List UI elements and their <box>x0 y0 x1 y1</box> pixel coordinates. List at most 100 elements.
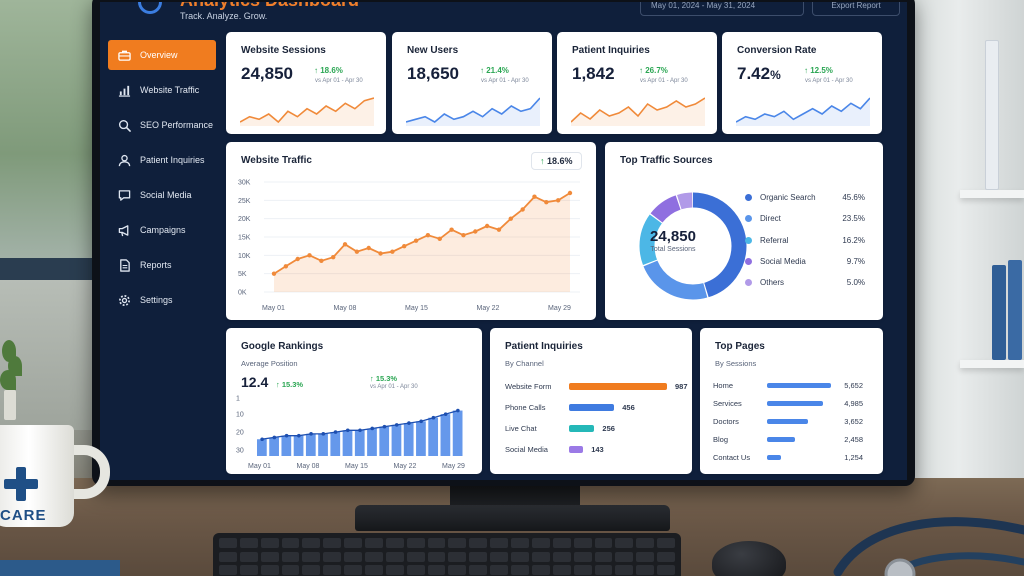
legend-dot <box>745 236 752 244</box>
kpi-title: Website Sessions <box>241 45 326 56</box>
sidebar-item-campaigns[interactable]: Campaigns <box>108 215 216 245</box>
kpi-value: 1,842 <box>572 64 615 83</box>
sidebar-item-label: Social Media <box>140 190 192 200</box>
keyboard-key <box>406 538 425 548</box>
traffic-point <box>473 229 478 234</box>
traffic-point <box>402 243 407 249</box>
monitor: Analytics Dashboard Track. Analyze. Grow… <box>92 0 915 486</box>
kpi-title: Patient Inquiries <box>572 45 650 56</box>
ranking-point <box>407 421 411 425</box>
traffic-point <box>461 232 466 238</box>
kpi-title: Conversion Rate <box>737 45 817 56</box>
google-rankings-card: Google Rankings Average Position 12.4 ↑ … <box>226 328 482 474</box>
keyboard-key <box>594 565 613 576</box>
keyboard-key <box>219 551 237 562</box>
legend-dot <box>745 279 752 287</box>
traffic-point <box>366 245 371 251</box>
date-range-picker[interactable]: May 01, 2024 - May 31, 2024 <box>640 2 804 16</box>
top-page-row[interactable]: Home 5,652 <box>713 380 863 390</box>
keyboard-key <box>260 565 279 576</box>
ranking-bar <box>318 433 328 456</box>
keyboard-key <box>219 538 237 548</box>
ranking-bar <box>416 421 426 456</box>
keyboard-key <box>511 551 529 562</box>
top-page-row[interactable]: Blog 2,458 <box>713 434 863 444</box>
ranking-bar <box>330 432 341 456</box>
chat-bubble-icon <box>118 189 131 201</box>
rankings-bar-chart: 1 10 20 30 May 01 May 08 May 15 May 22 May 29 <box>236 396 465 471</box>
sidebar-item-reports[interactable]: Reports <box>108 250 216 280</box>
chart-title: Website Traffic <box>241 155 312 166</box>
binder <box>992 265 1006 360</box>
y-tick-label: 30K <box>238 180 251 187</box>
x-tick-label: May 15 <box>345 463 368 470</box>
donut-slice <box>639 192 747 300</box>
sidebar-item-label: Overview <box>140 50 178 60</box>
ranking-bar <box>428 417 439 456</box>
sidebar-item-label: Patient Inquiries <box>140 155 205 165</box>
kpi-change: ↑ 12.5% <box>804 66 833 75</box>
kpi-sparkline <box>571 97 705 126</box>
top-page-row[interactable]: Services 4,985 <box>713 398 863 408</box>
ranking-point <box>431 415 436 420</box>
sidebar-item-overview[interactable]: Overview <box>108 40 216 70</box>
keyboard-key <box>511 565 529 576</box>
keyboard-key <box>281 565 300 576</box>
ranking-bar <box>342 430 353 456</box>
keyboard-key <box>281 551 300 562</box>
traffic-point <box>567 190 573 196</box>
legend-item: Social Media 9.7% <box>745 251 865 272</box>
traffic-point <box>390 249 395 254</box>
keyboard-key <box>657 538 675 548</box>
keyboard-key <box>636 565 655 576</box>
kpi-card-conversion-rate[interactable]: Conversion Rate 7.42% ↑ 12.5% vs Apr 01 … <box>722 32 882 134</box>
sidebar-item-seo-performance[interactable]: SEO Performance <box>108 110 216 140</box>
keyboard-key <box>657 565 675 576</box>
keyboard-key <box>531 565 550 576</box>
kpi-value: 24,850 <box>241 64 293 83</box>
channel-bar <box>569 403 615 411</box>
traffic-point <box>319 258 324 264</box>
ranking-point <box>284 433 289 438</box>
sidebar-item-settings[interactable]: Settings <box>108 285 216 315</box>
binder <box>1008 260 1022 360</box>
traffic-point <box>520 207 525 212</box>
sparkline-line <box>736 97 870 123</box>
keyboard-key <box>657 551 675 562</box>
ranking-bar <box>305 433 316 456</box>
keyboard-key <box>427 538 446 548</box>
kpi-card-patient-inquiries[interactable]: Patient Inquiries 1,842 ↑ 26.7% vs Apr 0… <box>557 32 717 134</box>
export-report-button[interactable]: Export Report <box>812 2 900 16</box>
channel-row: Social Media 143 <box>505 444 604 454</box>
mug-handle <box>66 445 110 499</box>
ranking-bar <box>452 410 463 456</box>
shelf-board <box>960 190 1024 198</box>
plant <box>0 330 22 420</box>
keyboard-key <box>344 565 363 576</box>
traffic-sources-donut <box>639 192 747 300</box>
x-tick-label: May 08 <box>297 463 320 470</box>
y-tick-label: 10K <box>238 253 251 260</box>
donut-slice <box>639 192 747 300</box>
sidebar-item-website-traffic[interactable]: Website Traffic <box>108 75 216 105</box>
legend-dot <box>745 258 752 266</box>
kpi-card-website-sessions[interactable]: Website Sessions 24,850 ↑ 18.6% vs Apr 0… <box>226 32 386 134</box>
kpi-compare: vs Apr 01 - Apr 30 <box>481 78 529 84</box>
kpi-card-new-users[interactable]: New Users 18,650 ↑ 21.4% vs Apr 01 - Apr… <box>392 32 552 134</box>
keyboard-key <box>302 565 321 576</box>
top-page-row[interactable]: Contact Us 1,254 <box>713 452 863 462</box>
rankings-value: 12.4 <box>241 374 269 390</box>
ranking-bar <box>269 437 279 456</box>
keyboard-key <box>615 551 634 562</box>
sidebar-item-patient-inquiries[interactable]: Patient Inquiries <box>108 145 216 175</box>
keyboard-key <box>365 551 383 562</box>
ranking-point <box>419 419 423 424</box>
keyboard-key <box>531 538 550 548</box>
sidebar-item-social-media[interactable]: Social Media <box>108 180 216 210</box>
kpi-sparkline <box>736 97 870 126</box>
top-page-row[interactable]: Doctors 3,652 <box>713 416 863 426</box>
y-tick-label: 15K <box>238 235 251 242</box>
keyboard-key <box>490 538 509 548</box>
keyboard-key <box>239 551 258 562</box>
kpi-sparkline <box>406 97 540 126</box>
